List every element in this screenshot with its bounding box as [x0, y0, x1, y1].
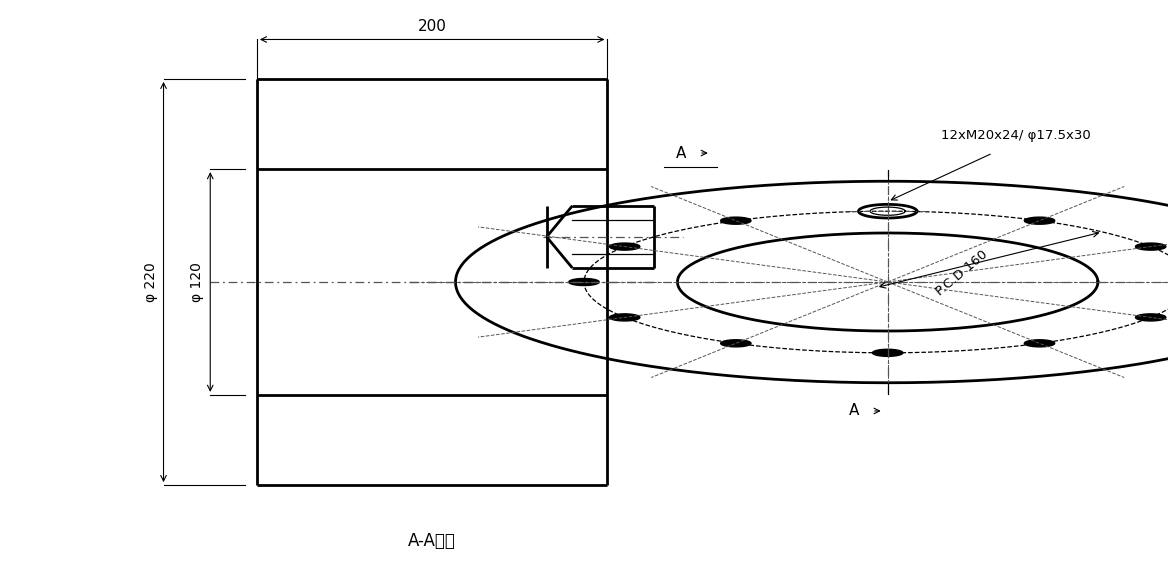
Polygon shape [872, 349, 903, 356]
Polygon shape [1024, 340, 1055, 347]
Polygon shape [721, 340, 751, 347]
Polygon shape [569, 279, 599, 285]
Text: P.C.D 160: P.C.D 160 [933, 248, 990, 298]
Polygon shape [1135, 314, 1166, 321]
Text: φ 220: φ 220 [144, 262, 158, 302]
Text: 12xM20x24/ φ17.5x30: 12xM20x24/ φ17.5x30 [941, 129, 1091, 142]
Polygon shape [721, 217, 751, 224]
Text: A: A [676, 146, 687, 161]
Polygon shape [1135, 243, 1166, 250]
Text: A-A断面: A-A断面 [409, 532, 456, 550]
Polygon shape [610, 314, 640, 321]
Text: 200: 200 [418, 19, 446, 34]
Polygon shape [610, 243, 640, 250]
Polygon shape [1024, 217, 1055, 224]
Text: A: A [849, 403, 860, 418]
Text: φ 120: φ 120 [190, 262, 204, 302]
